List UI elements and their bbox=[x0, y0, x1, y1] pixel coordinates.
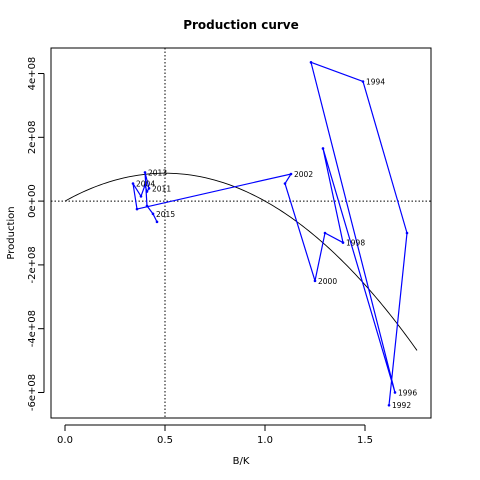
y-tick-label: 0e+00 bbox=[27, 184, 38, 218]
data-point bbox=[321, 147, 325, 150]
production-curve-line bbox=[64, 172, 418, 351]
x-axis: 0.0 0.5 1.0 1.5 bbox=[57, 424, 373, 446]
point-label: 1994 bbox=[366, 77, 385, 86]
data-point bbox=[313, 279, 317, 283]
point-label: 2013 bbox=[148, 168, 167, 177]
data-point bbox=[143, 183, 147, 187]
data-point bbox=[387, 403, 391, 407]
y-tick-label: 4e+08 bbox=[27, 57, 38, 91]
point-label: 2015 bbox=[156, 210, 175, 219]
reference-lines bbox=[51, 48, 431, 418]
chart-title: Production curve bbox=[183, 18, 299, 32]
y-axis-label: Production bbox=[6, 206, 17, 259]
data-point bbox=[131, 182, 135, 185]
y-tick-label: -2e+08 bbox=[27, 246, 38, 283]
point-label: 1998 bbox=[346, 239, 365, 248]
data-point bbox=[145, 190, 149, 193]
observed-series-line bbox=[132, 61, 408, 406]
x-tick-label: 0.5 bbox=[157, 435, 173, 446]
data-point bbox=[283, 182, 287, 185]
x-tick-label: 1.0 bbox=[257, 435, 273, 446]
plot-frame bbox=[50, 47, 432, 419]
y-tick-label: -6e+08 bbox=[27, 374, 38, 411]
series-layer bbox=[131, 61, 409, 407]
data-point bbox=[289, 172, 293, 176]
point-label: 2011 bbox=[152, 184, 171, 193]
x-axis-label: B/K bbox=[233, 456, 250, 467]
x-tick-label: 1.5 bbox=[357, 435, 373, 446]
data-point bbox=[393, 391, 397, 394]
data-point bbox=[341, 241, 345, 244]
production-curve-layer bbox=[64, 172, 418, 351]
data-point bbox=[151, 212, 155, 216]
data-point bbox=[309, 61, 313, 64]
data-point bbox=[139, 195, 143, 198]
data-point bbox=[143, 171, 147, 174]
y-tick-label: -4e+08 bbox=[27, 310, 38, 347]
data-point bbox=[145, 204, 149, 208]
point-label: 2002 bbox=[294, 170, 313, 179]
point-label: 2004 bbox=[136, 180, 155, 189]
point-label: 1996 bbox=[398, 388, 417, 397]
x-tick-label: 0.0 bbox=[57, 435, 73, 446]
point-label: 1992 bbox=[392, 401, 411, 410]
data-point bbox=[405, 231, 409, 235]
data-point bbox=[135, 207, 139, 211]
y-axis: 4e+08 2e+08 0e+00 -2e+08 -4e+08 -6e+08 bbox=[27, 57, 45, 411]
y-tick-label: 2e+08 bbox=[27, 120, 38, 154]
data-point bbox=[155, 220, 159, 224]
data-point bbox=[323, 231, 327, 235]
data-point bbox=[147, 187, 151, 190]
point-label: 2000 bbox=[318, 277, 337, 286]
data-point bbox=[361, 80, 365, 83]
